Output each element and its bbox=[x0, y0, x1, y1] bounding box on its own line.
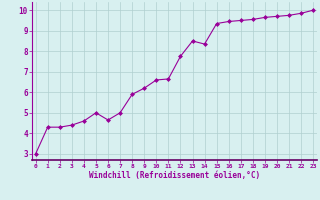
X-axis label: Windchill (Refroidissement éolien,°C): Windchill (Refroidissement éolien,°C) bbox=[89, 171, 260, 180]
